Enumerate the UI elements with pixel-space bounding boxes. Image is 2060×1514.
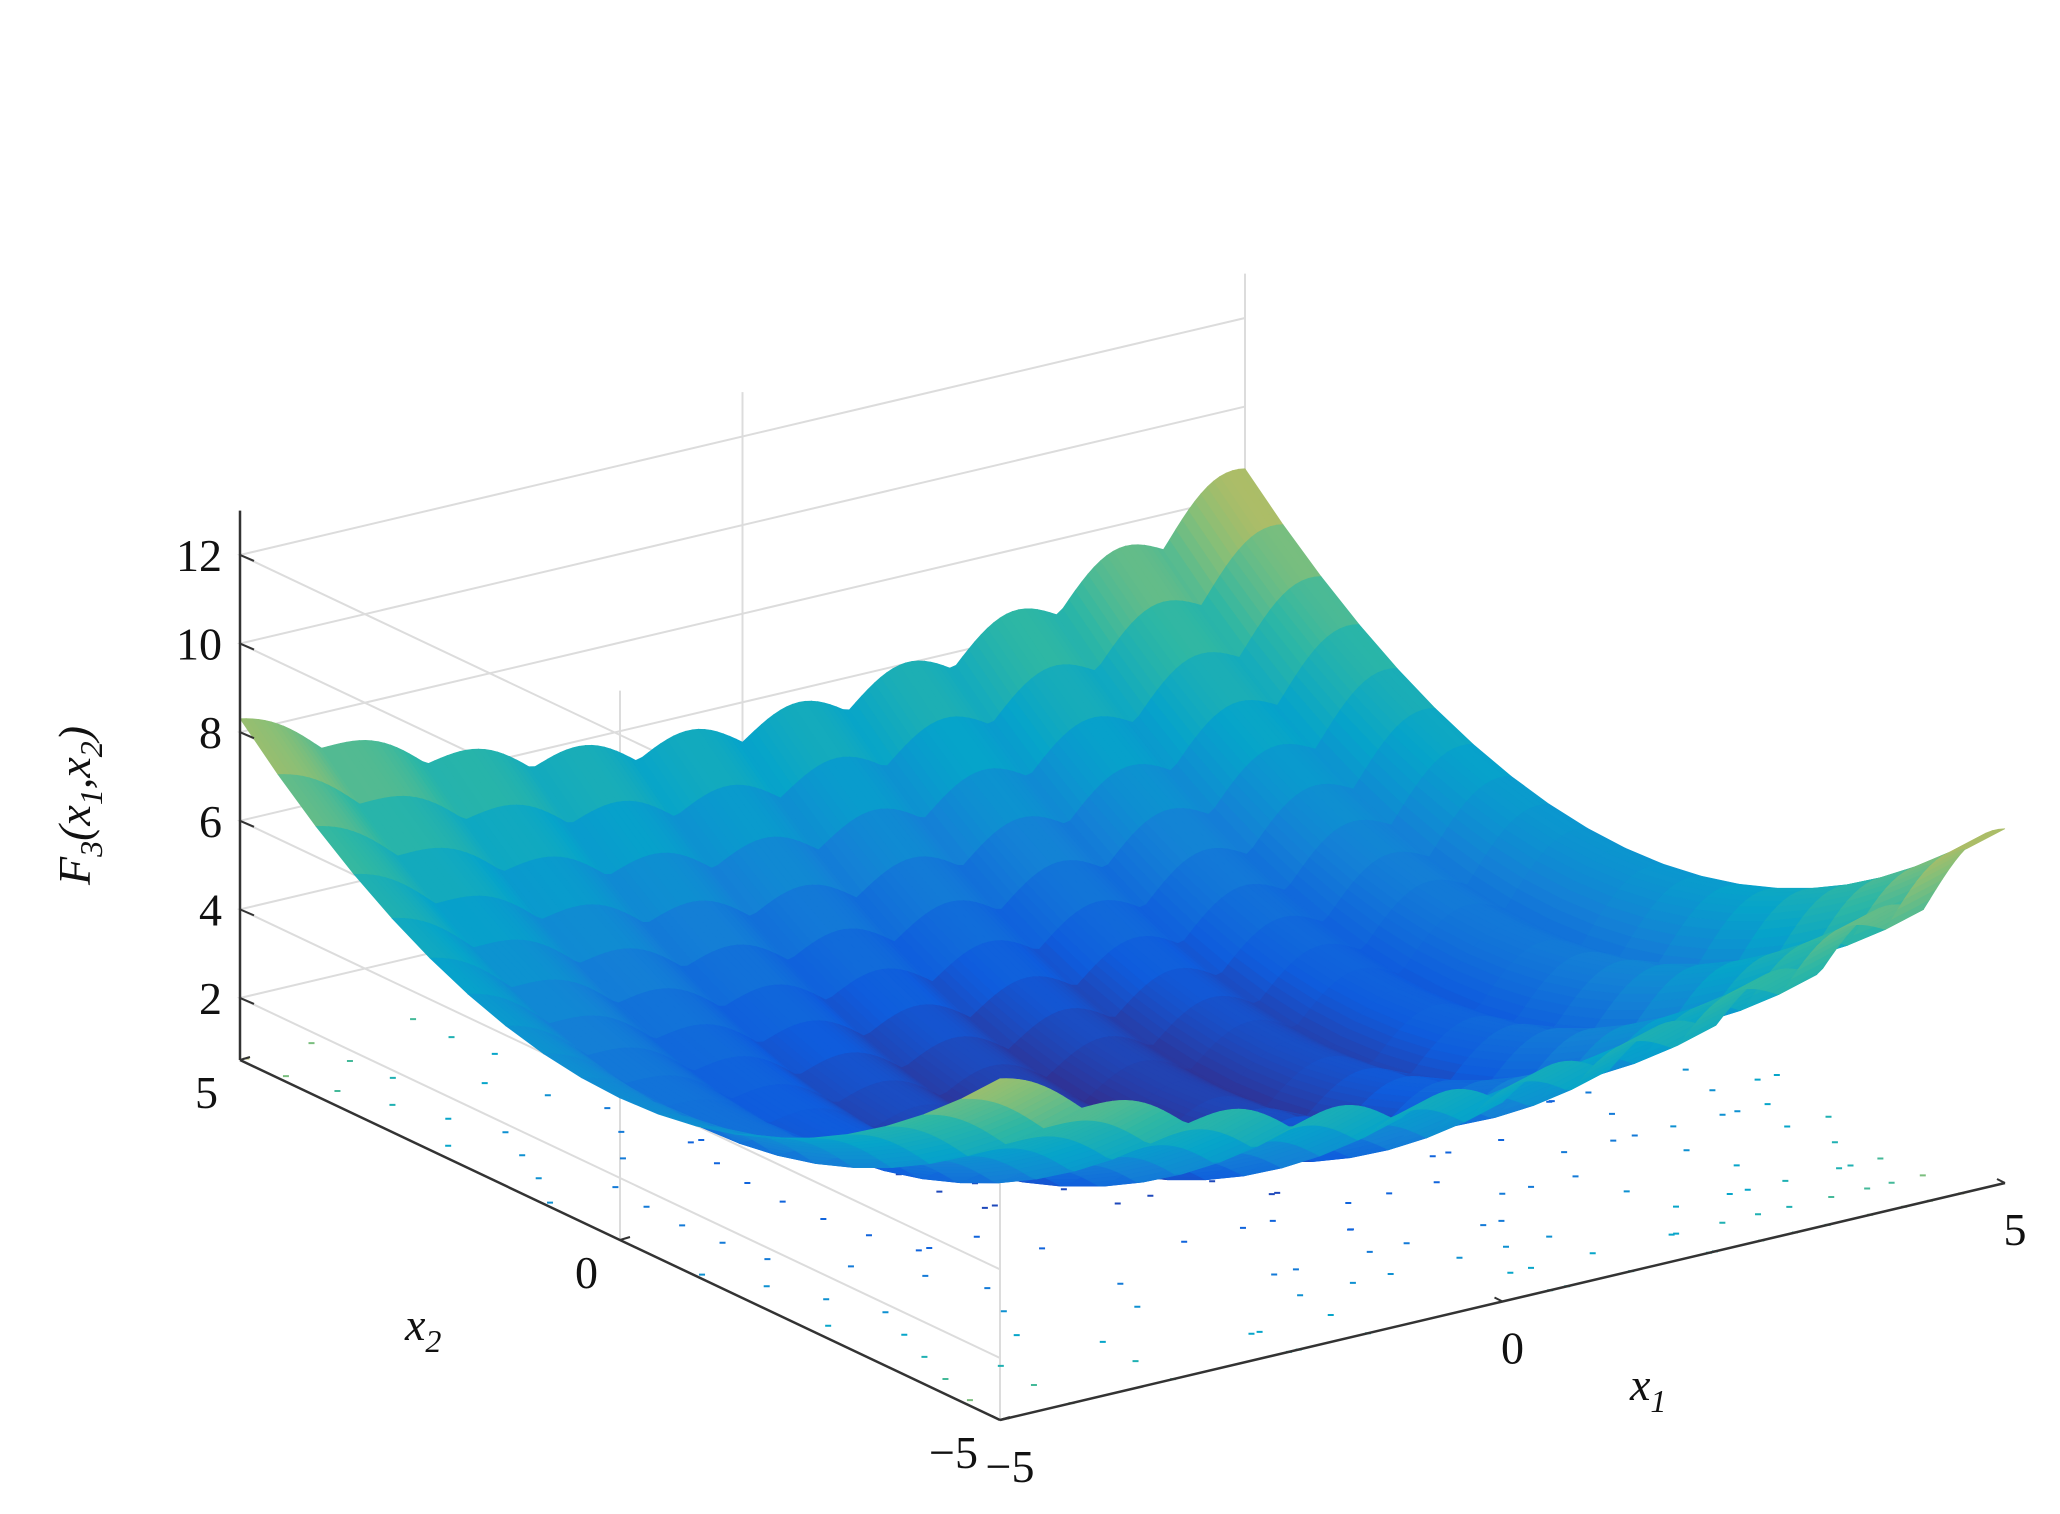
x2-tick-label: 5 — [195, 1067, 218, 1118]
surface-patch — [1631, 974, 1678, 981]
z-tick-mark — [239, 819, 255, 828]
surface-patch — [1524, 1037, 1571, 1043]
surface-patch — [1738, 900, 1785, 907]
x2-tick-label: −5 — [929, 1427, 978, 1478]
surface-patch — [1499, 1060, 1546, 1069]
surface-patch — [1732, 905, 1778, 914]
surface-patch — [1707, 938, 1753, 950]
surface-patch — [1625, 979, 1672, 987]
surface-patch — [1744, 895, 1791, 901]
surface-patch — [1619, 986, 1665, 994]
surface-mesh — [239, 468, 2006, 1187]
x1-tick-label: 5 — [2004, 1204, 2027, 1255]
surface-patch — [833, 1155, 881, 1160]
surface-patch — [1606, 1001, 1653, 1011]
z-tick-mark — [239, 908, 255, 917]
x2-tick-label: 0 — [575, 1247, 598, 1298]
surface-patch — [1538, 1030, 1583, 1034]
surface-patch — [1613, 993, 1659, 1002]
x1-tick-label: −5 — [986, 1441, 1035, 1492]
z-tick-label: 2 — [199, 973, 222, 1024]
surface-patch — [935, 1169, 980, 1174]
surface-patch — [809, 1143, 855, 1147]
z-tick-mark — [239, 997, 255, 1005]
x2-tick-mark — [999, 1416, 1011, 1421]
z-tick-mark — [239, 642, 255, 651]
z-tick-label: 10 — [176, 619, 222, 670]
surface-patch — [1758, 889, 1803, 893]
surface-patch — [1518, 1041, 1565, 1048]
x1-tick-mark — [1494, 1296, 1503, 1303]
surface-patch — [1512, 1047, 1559, 1055]
z-tick-mark — [239, 731, 255, 740]
surface-patch — [928, 1166, 974, 1171]
z-tick-label: 12 — [176, 530, 222, 581]
x1-tick-mark — [1996, 1178, 2006, 1184]
x2-tick-mark — [619, 1236, 631, 1241]
surface-patch — [1530, 1033, 1578, 1038]
x1-tick-label: 0 — [1501, 1323, 1524, 1374]
z-tick-label: 8 — [199, 707, 222, 758]
surface-patch — [1713, 929, 1760, 940]
surface-patch — [1637, 970, 1685, 976]
x1-tick-mark — [991, 1415, 1001, 1421]
z-tick-mark — [239, 554, 255, 562]
surface-patch — [922, 1164, 968, 1168]
surface-patch — [1425, 1084, 1470, 1089]
x2-tick-mark — [239, 1056, 251, 1061]
x1-axis-label: x1 — [1629, 1359, 1666, 1419]
surface-patch — [1750, 892, 1798, 897]
surface-patch — [1719, 920, 1766, 930]
z-axis-label: F3(x1,x2) — [49, 726, 109, 886]
surface-patch — [1506, 1053, 1552, 1062]
surface-patch — [827, 1151, 874, 1156]
tick-labels: 2 4 6 8 10 12 −5 0 5 −5 0 5 — [176, 530, 2027, 1492]
surface-patch — [1600, 1009, 1646, 1020]
surface-patch — [1960, 828, 2006, 850]
surface-patch — [1726, 912, 1772, 922]
surface-patch — [1701, 948, 1747, 960]
x2-axis-label: x2 — [404, 1299, 441, 1359]
surface-patch — [815, 1145, 861, 1149]
surface-patch — [1644, 967, 1690, 972]
surface-patch — [822, 1148, 867, 1153]
z-tick-label: 4 — [199, 884, 222, 935]
z-tick-label: 6 — [199, 796, 222, 847]
